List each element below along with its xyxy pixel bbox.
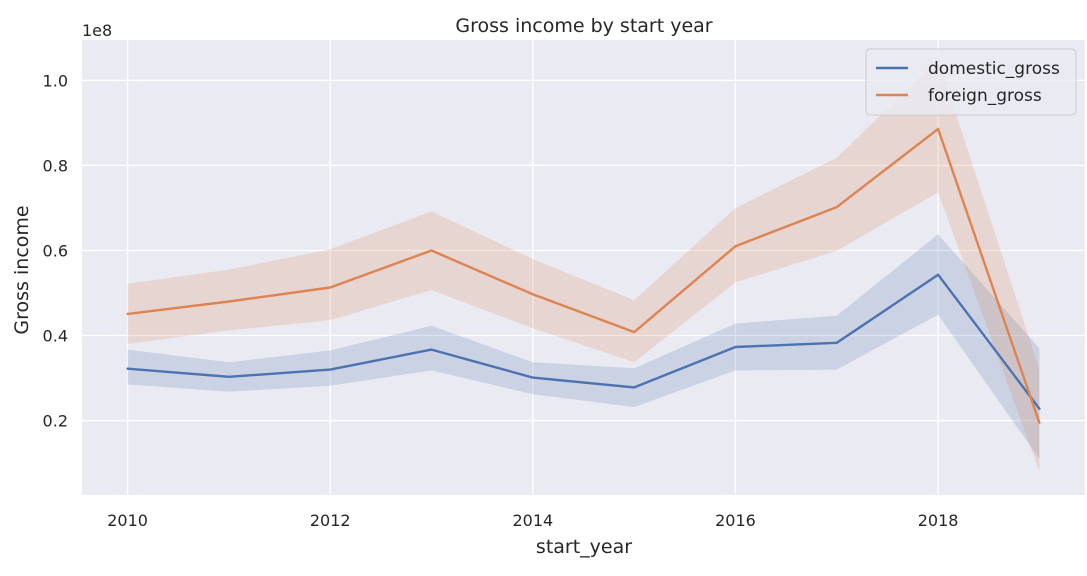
grid-lines: [82, 40, 1085, 495]
series-lines: [126, 127, 1041, 424]
x-tick-label: 2018: [918, 511, 959, 530]
legend: domestic_gross foreign_gross: [865, 48, 1077, 116]
y-tick-label: 0.6: [43, 241, 68, 260]
x-tick-label: 2012: [310, 511, 351, 530]
y-axis-offset-label: 1e8: [82, 21, 112, 40]
y-tick-label: 1.0: [43, 71, 68, 90]
legend-frame: [865, 48, 1077, 116]
x-axis-title: start_year: [536, 536, 632, 558]
tick-labels: 0.2 0.4 0.6 0.8 1.0 2010 2012 2014 2016 2018: [43, 71, 959, 530]
series-line-domestic-gross: [126, 273, 1041, 410]
x-tick-label: 2016: [715, 511, 756, 530]
confidence-band-domestic-gross: [127, 234, 1040, 459]
y-tick-label: 0.8: [43, 156, 68, 175]
plot-area: [82, 40, 1085, 495]
legend-label-domestic-gross: domestic_gross: [928, 59, 1060, 79]
y-tick-label: 0.2: [43, 412, 68, 431]
legend-label-foreign-gross: foreign_gross: [928, 86, 1042, 106]
chart-title: Gross income by start year: [455, 15, 712, 37]
x-tick-label: 2010: [107, 511, 148, 530]
x-tick-label: 2014: [512, 511, 553, 530]
y-tick-label: 0.4: [43, 327, 68, 346]
series-line-foreign-gross: [126, 127, 1041, 424]
y-axis-title: Gross income: [11, 205, 33, 334]
